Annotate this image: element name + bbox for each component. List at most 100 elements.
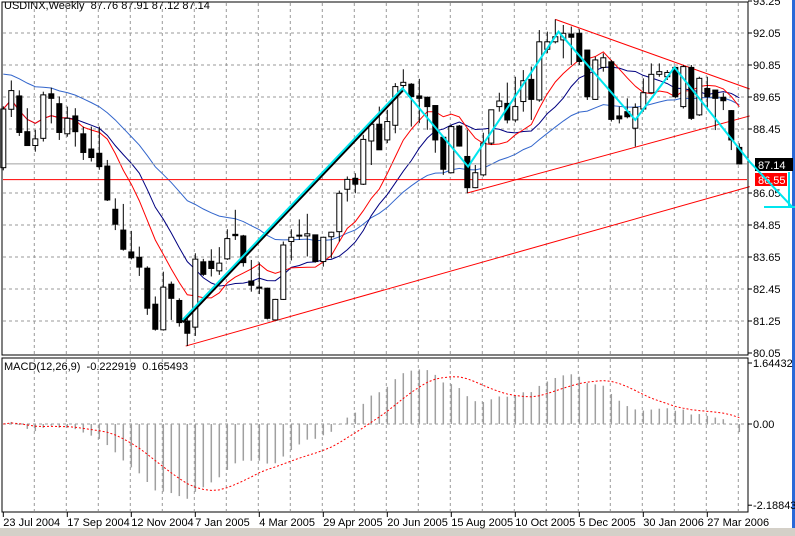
macd-value: -0.222919 — [86, 361, 137, 373]
bullish-candle — [384, 121, 391, 141]
bullish-candle — [160, 286, 167, 331]
y-tick-label: 83.65 — [753, 252, 781, 264]
y-tick-label: 82.45 — [753, 284, 781, 296]
x-tick-label: 29 Apr 2005 — [323, 517, 382, 529]
bearish-candle — [24, 131, 31, 147]
bearish-candle — [168, 283, 175, 299]
bullish-candle — [192, 258, 199, 328]
trendline — [185, 186, 750, 347]
zigzag-shadow-line — [181, 89, 404, 323]
bullish-candle — [648, 73, 655, 94]
y-tick-label: 88.45 — [753, 124, 781, 136]
bearish-candle — [720, 96, 727, 102]
macd-pane-frame — [1, 357, 749, 513]
bullish-candle — [360, 138, 367, 185]
bullish-candle — [64, 117, 71, 135]
last-price-tag — [755, 158, 793, 171]
macd-y-tick-label: 1.64432 — [753, 358, 793, 370]
bullish-candle — [512, 106, 519, 121]
y-tick-label: 84.85 — [753, 220, 781, 232]
bearish-candle — [464, 155, 471, 189]
bullish-candle — [344, 178, 351, 190]
bullish-candle — [656, 71, 663, 75]
macd-label: MACD(12,26,9) — [4, 361, 81, 373]
bullish-candle — [520, 80, 527, 103]
bearish-candle — [80, 133, 87, 153]
y-tick-label: 90.85 — [753, 60, 781, 72]
bearish-candle — [264, 287, 271, 319]
bearish-candle — [416, 95, 423, 99]
bearish-candle — [376, 123, 383, 151]
bearish-candle — [112, 208, 119, 225]
bearish-candle — [208, 260, 215, 269]
signal-value: 0.165493 — [142, 361, 189, 373]
bearish-candle — [144, 267, 151, 309]
bearish-candle — [352, 177, 359, 185]
x-tick-label: 27 Mar 2006 — [707, 517, 769, 529]
bearish-candle — [88, 148, 95, 159]
bearish-candle — [72, 115, 79, 133]
bearish-candle — [528, 78, 535, 100]
bullish-candle — [536, 41, 543, 101]
bearish-candle — [128, 251, 135, 259]
y-tick-label: 81.25 — [753, 316, 781, 328]
medium-moving-average — [2, 66, 740, 287]
bearish-candle — [240, 235, 247, 264]
bullish-candle — [600, 57, 607, 68]
bullish-candle — [336, 192, 343, 233]
open-value: 87.76 — [90, 0, 119, 12]
bearish-candle — [104, 165, 111, 201]
bullish-candle — [320, 236, 327, 263]
bullish-candle — [488, 109, 495, 144]
bearish-candle — [704, 87, 711, 98]
bullish-candle — [400, 81, 407, 87]
bullish-candle — [40, 94, 47, 139]
y-tick-label: 93.25 — [753, 0, 781, 8]
bullish-candle — [280, 244, 287, 300]
bearish-candle — [200, 261, 207, 275]
bearish-candle — [248, 280, 255, 286]
bearish-candle — [688, 66, 695, 119]
bearish-candle — [440, 136, 447, 170]
y-tick-label: 92.05 — [753, 28, 781, 40]
low-value: 87.12 — [151, 0, 180, 12]
bearish-candle — [152, 303, 159, 330]
trendline — [555, 18, 750, 90]
bearish-candle — [96, 152, 103, 168]
x-tick-label: 20 Jun 2005 — [387, 517, 448, 529]
window-edge — [792, 0, 795, 528]
bearish-candle — [296, 234, 303, 237]
slow-moving-average — [3, 73, 740, 242]
bearish-candle — [712, 89, 719, 99]
chart-header: USDINX,Weekly 87.76 87.91 87.12 87.14 — [4, 0, 210, 12]
high-value: 87.91 — [121, 0, 149, 12]
price-pane-frame — [1, 1, 749, 356]
status-strip — [0, 528, 795, 536]
x-tick-label: 17 Sep 2004 — [67, 517, 129, 529]
bullish-candle — [216, 262, 223, 272]
x-tick-label: 23 Jul 2004 — [3, 517, 60, 529]
x-tick-label: 10 Oct 2005 — [515, 517, 575, 529]
bullish-candle — [472, 172, 479, 189]
bullish-candle — [496, 100, 503, 108]
x-tick-label: 5 Dec 2005 — [579, 517, 635, 529]
bearish-candle — [120, 229, 127, 250]
x-tick-label: 7 Jan 2005 — [195, 517, 249, 529]
y-tick-label: 86.05 — [753, 188, 781, 200]
macd-y-tick-label: 0.00 — [753, 419, 774, 431]
bullish-candle — [304, 233, 311, 237]
bearish-candle — [408, 83, 415, 97]
bullish-candle — [680, 66, 687, 108]
y-tick-label: 89.65 — [753, 92, 781, 104]
bullish-candle — [592, 59, 599, 100]
x-tick-label: 4 Mar 2005 — [259, 517, 315, 529]
bullish-candle — [8, 90, 15, 110]
bullish-candle — [328, 231, 335, 238]
bearish-candle — [232, 233, 239, 237]
macd-y-tick-label: -2.18843 — [753, 500, 795, 512]
last-price-label: 87.14 — [758, 160, 786, 172]
bearish-candle — [136, 256, 143, 268]
x-tick-label: 15 Aug 2005 — [451, 517, 513, 529]
bullish-candle — [224, 238, 231, 260]
